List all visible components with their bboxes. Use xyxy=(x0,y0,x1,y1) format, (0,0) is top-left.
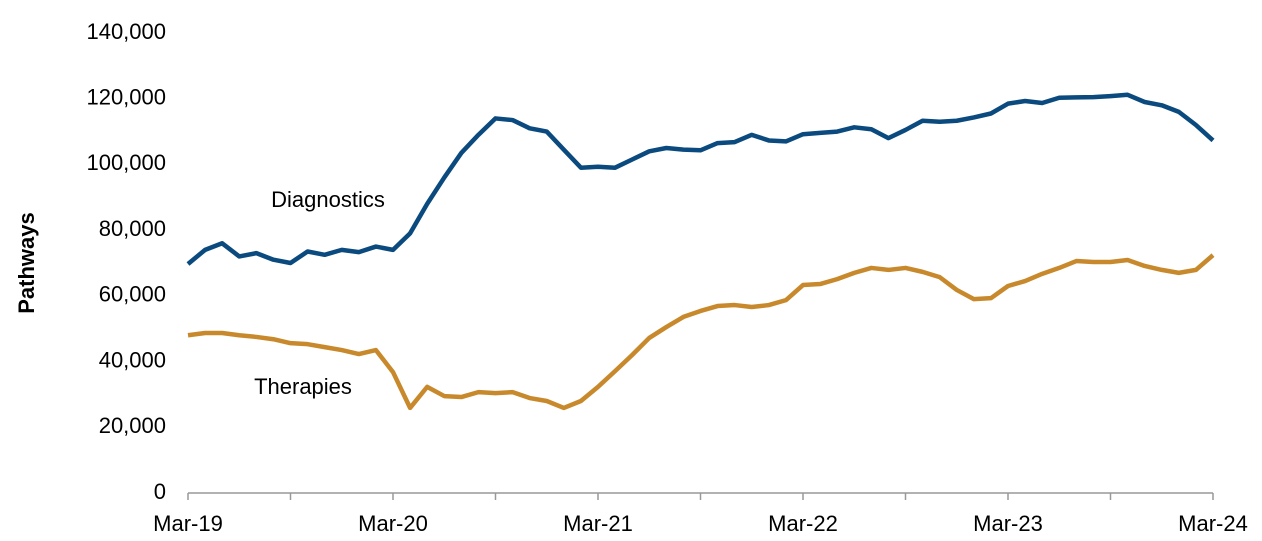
series-label: Therapies xyxy=(254,374,352,399)
y-tick-label: 140,000 xyxy=(86,19,166,44)
y-tick-label: 60,000 xyxy=(99,282,166,307)
y-tick-label: 0 xyxy=(154,479,166,504)
y-tick-label: 100,000 xyxy=(86,150,166,175)
x-tick-label: Mar-20 xyxy=(358,511,428,536)
x-tick-label: Mar-23 xyxy=(973,511,1043,536)
line-series xyxy=(187,253,1215,411)
x-tick-label: Mar-19 xyxy=(153,511,223,536)
y-tick-label: 120,000 xyxy=(86,85,166,110)
x-tick-label: Mar-21 xyxy=(563,511,633,536)
y-axis-label: Pathways xyxy=(14,212,39,314)
x-tick-label: Mar-22 xyxy=(768,511,838,536)
y-tick-label: 80,000 xyxy=(99,216,166,241)
y-tick-label: 20,000 xyxy=(99,413,166,438)
x-tick-label: Mar-24 xyxy=(1178,511,1248,536)
y-tick-label: 40,000 xyxy=(99,347,166,372)
series-label: Diagnostics xyxy=(271,187,385,212)
line-series xyxy=(186,92,1215,266)
